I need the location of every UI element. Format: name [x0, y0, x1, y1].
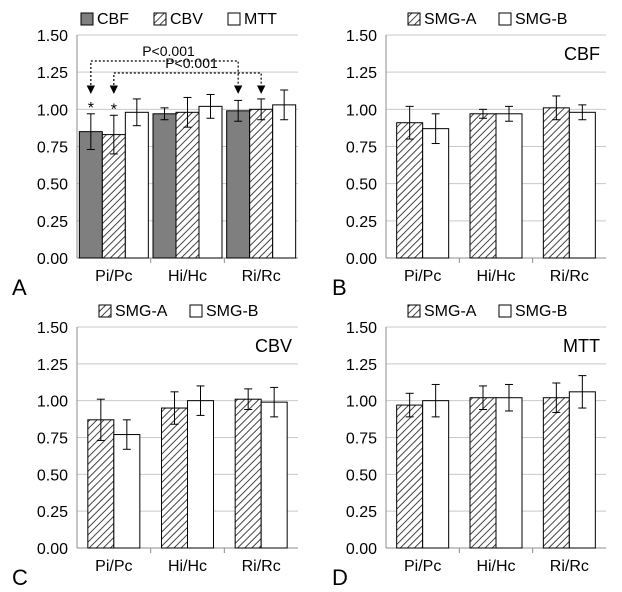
y-tick-label: 0.00: [346, 251, 377, 268]
y-tick-label: 0.25: [37, 504, 68, 521]
legend-label: SMG-B: [515, 11, 567, 28]
x-tick-label: Pi/Pc: [404, 558, 441, 575]
bar-smg-b: [495, 113, 523, 259]
panel-label: B: [332, 275, 347, 300]
panel-label: D: [332, 565, 348, 590]
legend-swatch: [407, 12, 421, 26]
legend-label: SMG-A: [424, 11, 477, 28]
bar-cbf: [226, 110, 251, 259]
comparison-bracket: [90, 60, 243, 94]
legend-label: SMG-B: [206, 303, 258, 320]
y-tick-label: 1.00: [37, 102, 68, 119]
x-tick-label: Ri/Rc: [242, 268, 281, 285]
y-tick-label: 0.25: [346, 504, 377, 521]
y-tick-label: 1.50: [346, 320, 377, 337]
panel-label: A: [12, 275, 27, 300]
legend-label: MTT: [244, 11, 277, 28]
significance-star: *: [88, 100, 94, 117]
y-tick-label: 0.25: [37, 214, 68, 231]
legend-swatch: [498, 12, 512, 26]
legend-swatch: [189, 304, 203, 318]
x-tick-label: Pi/Pc: [95, 268, 132, 285]
legend-label: SMG-A: [424, 303, 477, 320]
legend-swatch: [153, 12, 167, 26]
x-tick-label: Pi/Pc: [95, 558, 132, 575]
comparison-bracket: [113, 72, 266, 94]
bar-cbv: [175, 111, 200, 259]
y-tick-label: 0.00: [346, 541, 377, 558]
y-tick-label: 1.50: [37, 320, 68, 337]
y-tick-label: 1.25: [346, 357, 377, 374]
bar-cbf: [78, 131, 103, 259]
x-tick-label: Ri/Rc: [550, 558, 589, 575]
y-tick-label: 0.50: [37, 467, 68, 484]
y-tick-label: 0.00: [37, 541, 68, 558]
bar-smg-b: [113, 434, 141, 549]
bar-smg-a: [469, 113, 497, 259]
y-tick-label: 0.25: [346, 214, 377, 231]
legend-label: CBF: [97, 11, 129, 28]
panel-label: C: [12, 565, 28, 590]
x-tick-label: Ri/Rc: [242, 558, 281, 575]
y-tick-label: 1.00: [346, 102, 377, 119]
y-tick-label: 1.00: [37, 394, 68, 411]
panel-title: CBV: [255, 336, 292, 356]
bar-smg-b: [495, 397, 523, 549]
legend-label: SMG-A: [115, 303, 168, 320]
bar-smg-a: [234, 398, 262, 549]
y-tick-label: 0.75: [37, 140, 68, 157]
x-tick-label: Hi/Hc: [476, 268, 515, 285]
bar-smg-b: [568, 111, 596, 259]
legend-swatch: [80, 12, 94, 26]
y-tick-label: 1.00: [346, 394, 377, 411]
y-tick-label: 0.75: [346, 431, 377, 448]
y-tick-label: 0.50: [346, 177, 377, 194]
bar-smg-b: [422, 400, 450, 549]
y-tick-label: 0.75: [37, 431, 68, 448]
bar-smg-b: [568, 391, 596, 549]
x-tick-label: Pi/Pc: [404, 268, 441, 285]
y-tick-label: 1.25: [37, 357, 68, 374]
bar-smg-a: [542, 397, 570, 549]
y-tick-label: 1.25: [37, 65, 68, 82]
legend-swatch: [407, 304, 421, 318]
bar-smg-a: [161, 407, 188, 549]
bar-mtt: [198, 105, 223, 259]
x-tick-label: Hi/Hc: [168, 268, 207, 285]
y-tick-label: 0.50: [37, 177, 68, 194]
y-tick-label: 1.50: [37, 28, 68, 45]
bar-smg-a: [87, 419, 115, 549]
x-tick-label: Hi/Hc: [476, 558, 515, 575]
bar-cbf: [152, 113, 177, 259]
y-tick-label: 1.25: [346, 65, 377, 82]
bar-mtt: [272, 104, 297, 259]
legend-swatch: [98, 304, 112, 318]
legend-swatch: [498, 304, 512, 318]
y-tick-label: 0.50: [346, 467, 377, 484]
legend-swatch: [227, 12, 241, 26]
y-tick-label: 0.00: [37, 251, 68, 268]
bar-smg-a: [396, 404, 424, 549]
x-tick-label: Ri/Rc: [550, 268, 589, 285]
bar-smg-b: [422, 128, 450, 259]
legend-label: CBV: [170, 11, 203, 28]
y-tick-label: 1.50: [346, 28, 377, 45]
legend-label: SMG-B: [515, 303, 567, 320]
panel-title: MTT: [563, 336, 600, 356]
bar-smg-b: [260, 401, 288, 549]
bar-mtt: [124, 111, 149, 259]
bar-smg-b: [187, 400, 214, 549]
bar-smg-a: [469, 397, 497, 549]
bar-smg-a: [396, 122, 424, 259]
panel-title: CBF: [564, 44, 600, 64]
p-value-label: P<0.001: [165, 55, 218, 71]
significance-star: *: [111, 101, 117, 118]
y-tick-label: 0.75: [346, 140, 377, 157]
p-value-label: P<0.001: [142, 43, 195, 59]
x-tick-label: Hi/Hc: [168, 558, 207, 575]
bar-cbv: [249, 108, 274, 259]
bar-smg-a: [542, 107, 570, 259]
